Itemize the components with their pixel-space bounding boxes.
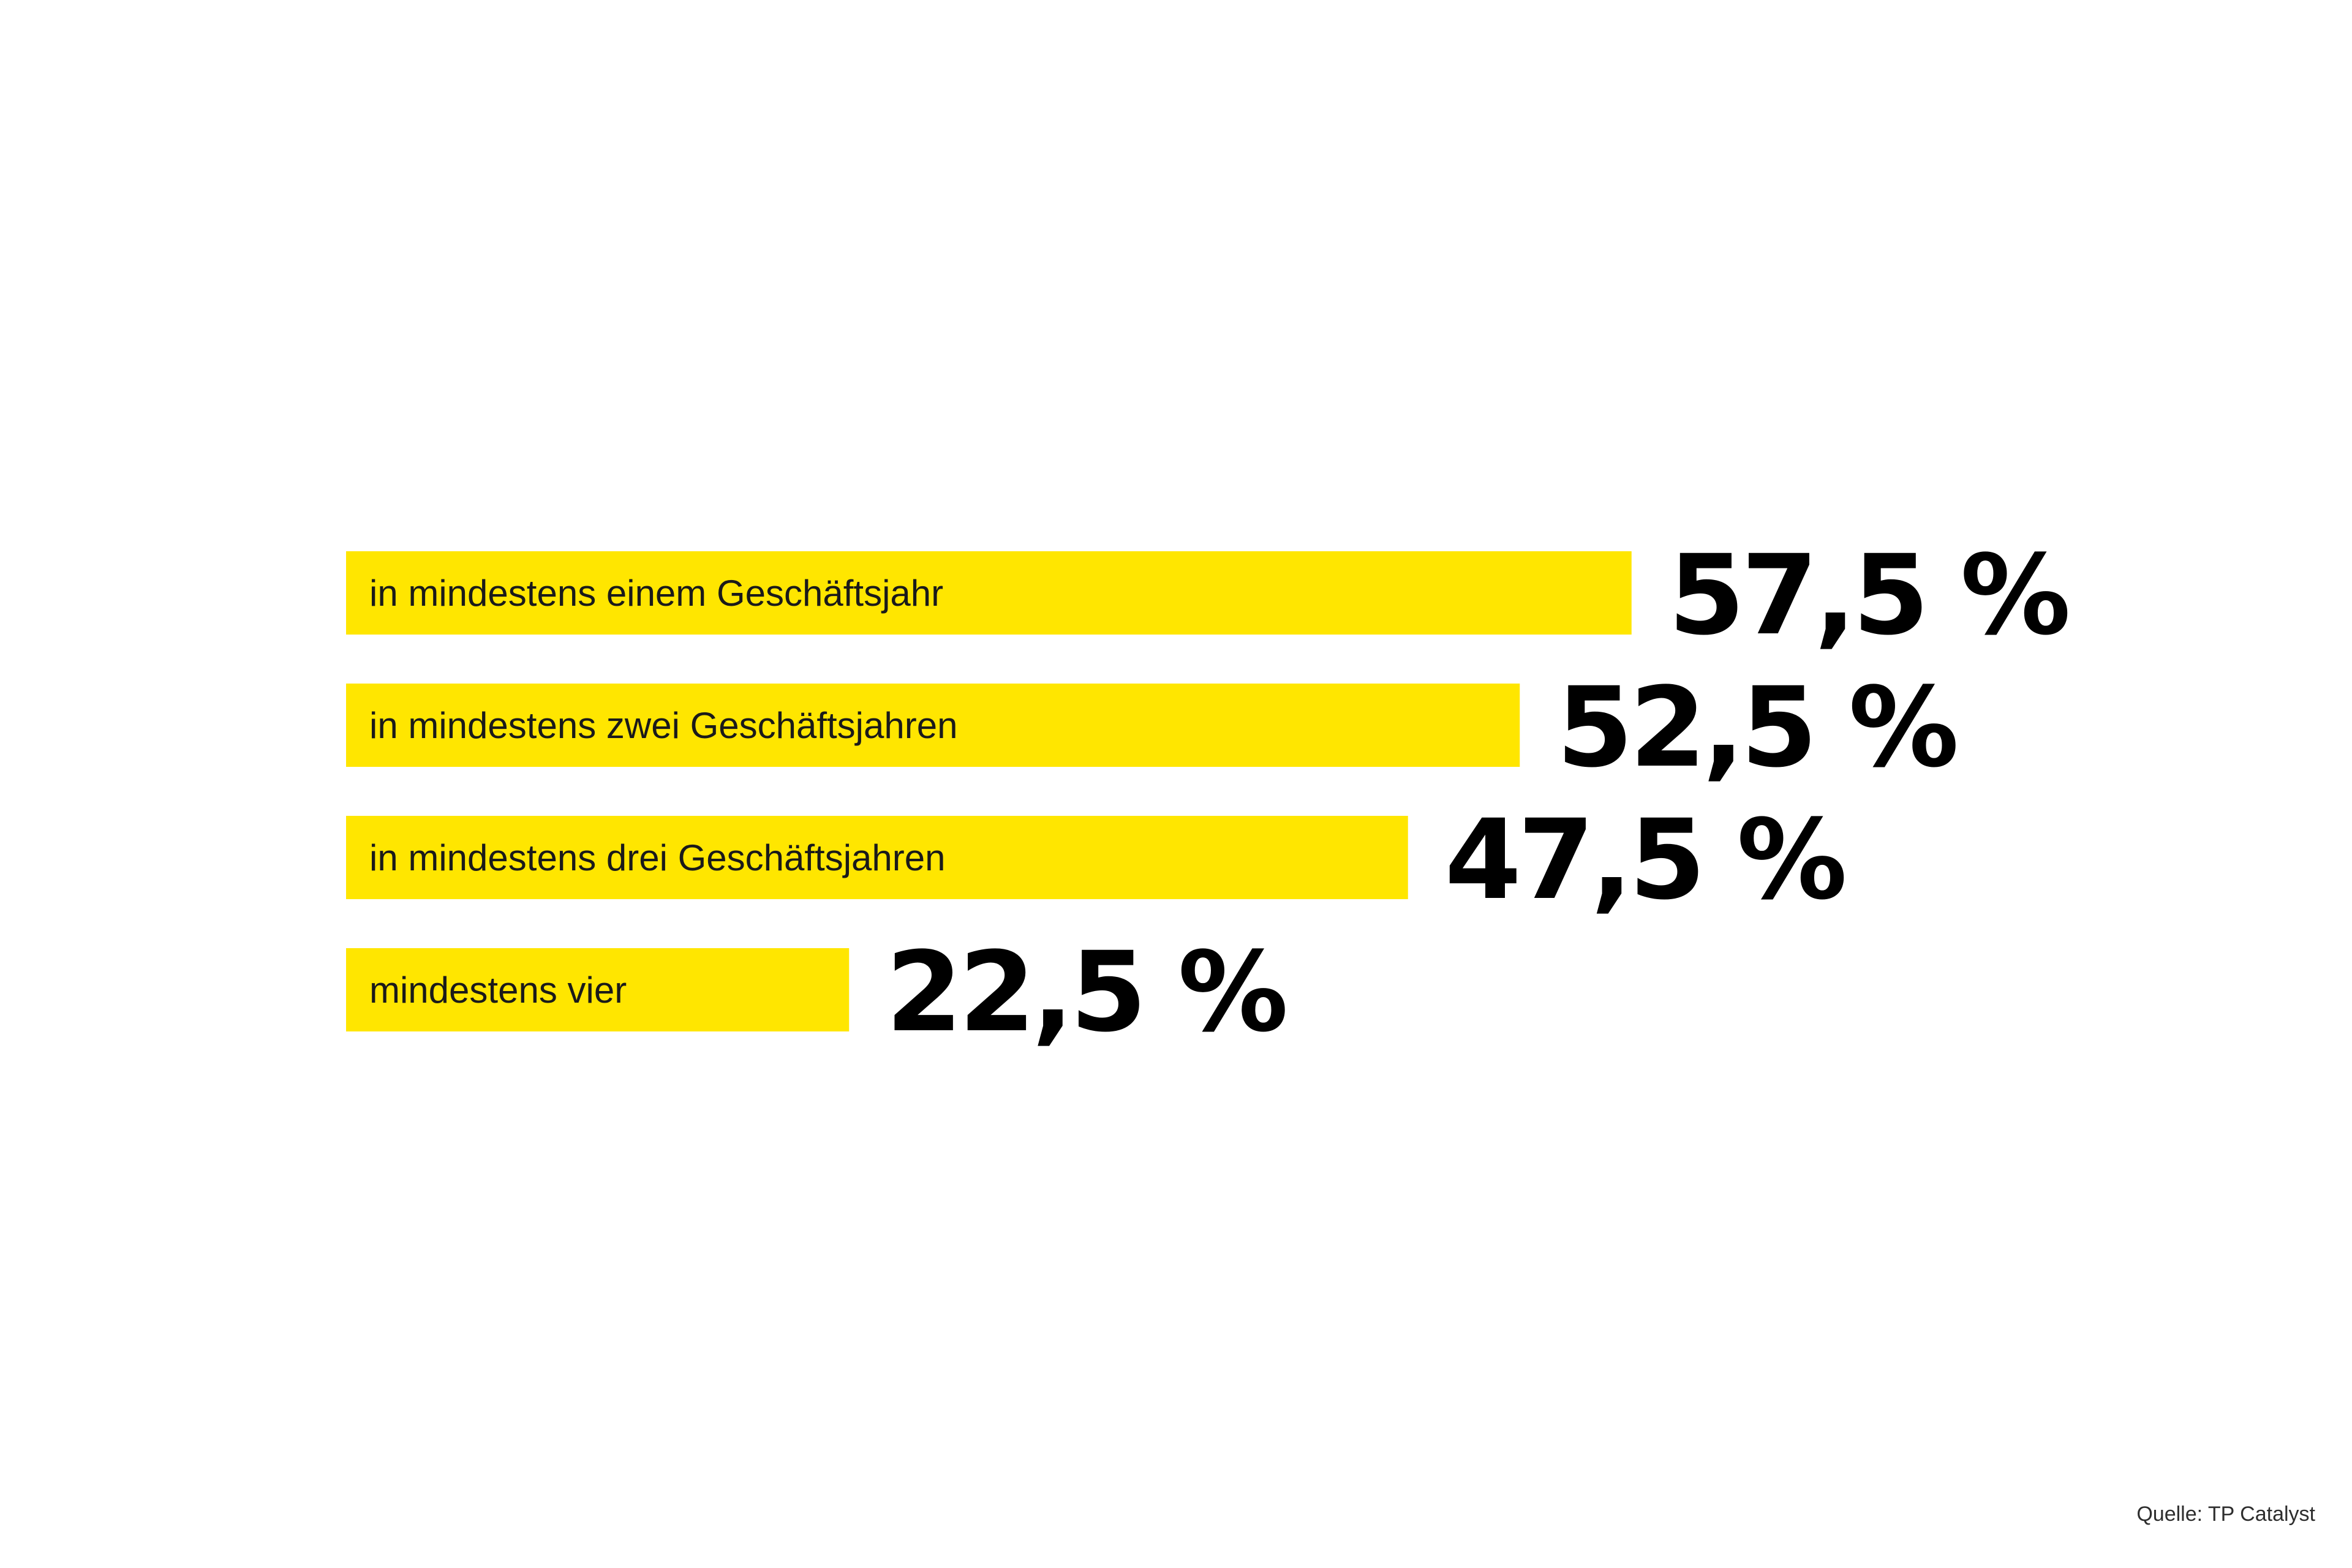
bar-4 [346, 948, 850, 1031]
bar-label-2: in mindestens zwei Geschäftsjahren [369, 705, 957, 746]
value-label-2: 52,5 % [1556, 664, 1956, 792]
value-label-1: 57,5 % [1668, 532, 2068, 660]
bar-3 [346, 816, 1408, 899]
bar-label-1: in mindestens einem Geschäftsjahr [369, 573, 943, 614]
value-label-4: 22,5 % [886, 929, 1285, 1057]
bar-label-3: in mindestens drei Geschäftsjahren [369, 837, 946, 878]
bars-layer: in mindestens einem Geschäftsjahr 57,5 % i… [346, 532, 2071, 1057]
bar-2 [346, 684, 1520, 767]
bar-label-4: mindestens vier [369, 970, 627, 1011]
bar-1 [346, 551, 1632, 635]
source-note: Quelle: TP Catalyst [2136, 1502, 2315, 1526]
value-label-3: 47,5 % [1445, 796, 1844, 924]
